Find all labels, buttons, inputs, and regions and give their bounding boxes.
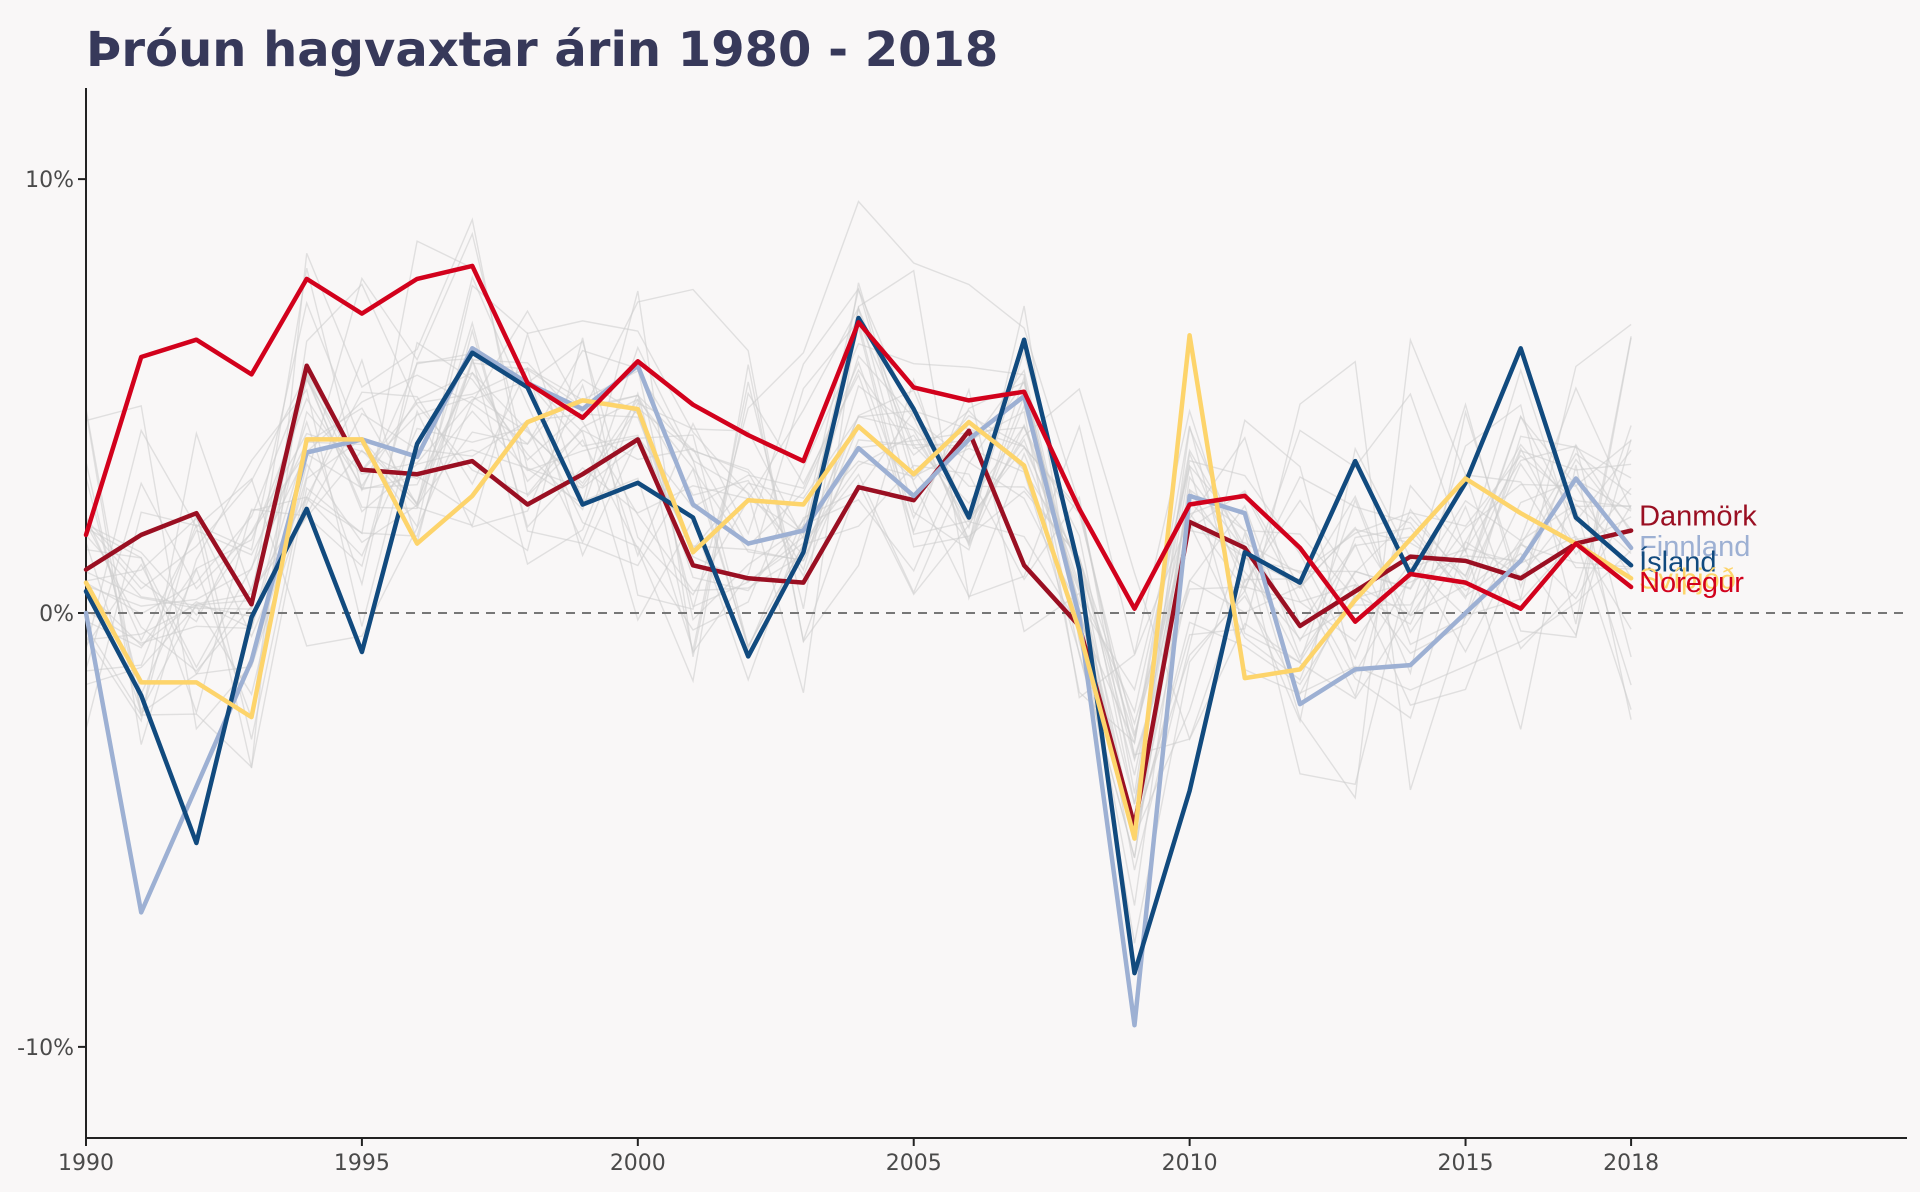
background-series-line: [85, 378, 1632, 859]
x-tick-label: 2005: [886, 1151, 942, 1176]
background-series-line: [85, 275, 1632, 740]
background-series-line: [85, 354, 1632, 831]
y-tick-label: 10%: [25, 168, 74, 193]
series-label-1: Finnland: [1639, 531, 1750, 563]
x-tick-label: 1995: [334, 1151, 390, 1176]
y-tick-label: 0%: [39, 602, 74, 627]
x-tick-label: 2015: [1438, 1151, 1494, 1176]
series-label-4: Noregur: [1639, 567, 1744, 599]
background-series-line: [85, 320, 1632, 794]
background-series-line: [85, 288, 1632, 834]
series-line-3: [83, 333, 1634, 841]
background-series-line: [85, 371, 1632, 776]
background-series-line: [85, 366, 1632, 906]
x-axis: 1990 1995 2000 2005 2010 2015 2018: [58, 1137, 1907, 1176]
background-series-line: [85, 412, 1632, 826]
x-tick-label: 2010: [1162, 1151, 1218, 1176]
y-tick-label: -10%: [17, 1036, 74, 1061]
series-label-0: Danmörk: [1639, 501, 1757, 533]
x-tick-label: 1990: [58, 1151, 114, 1176]
series-label-2: Ísland: [1639, 545, 1716, 578]
series-line-1: [83, 346, 1634, 1028]
series-line-4: [83, 263, 1634, 624]
background-series-line: [85, 362, 1632, 805]
highlighted-series: [83, 263, 1634, 1028]
x-tick-label: 2000: [610, 1151, 666, 1176]
x-tick-label: 2018: [1603, 1151, 1659, 1176]
series-label-3: Svíþjóð: [1639, 563, 1736, 595]
background-series-line: [85, 240, 1632, 786]
series-line-2: [83, 315, 1634, 976]
chart-title: Þróun hagvaxtar árin 1980 - 2018: [86, 22, 998, 78]
background-series-line: [85, 217, 1632, 769]
background-series-line: [85, 231, 1632, 838]
